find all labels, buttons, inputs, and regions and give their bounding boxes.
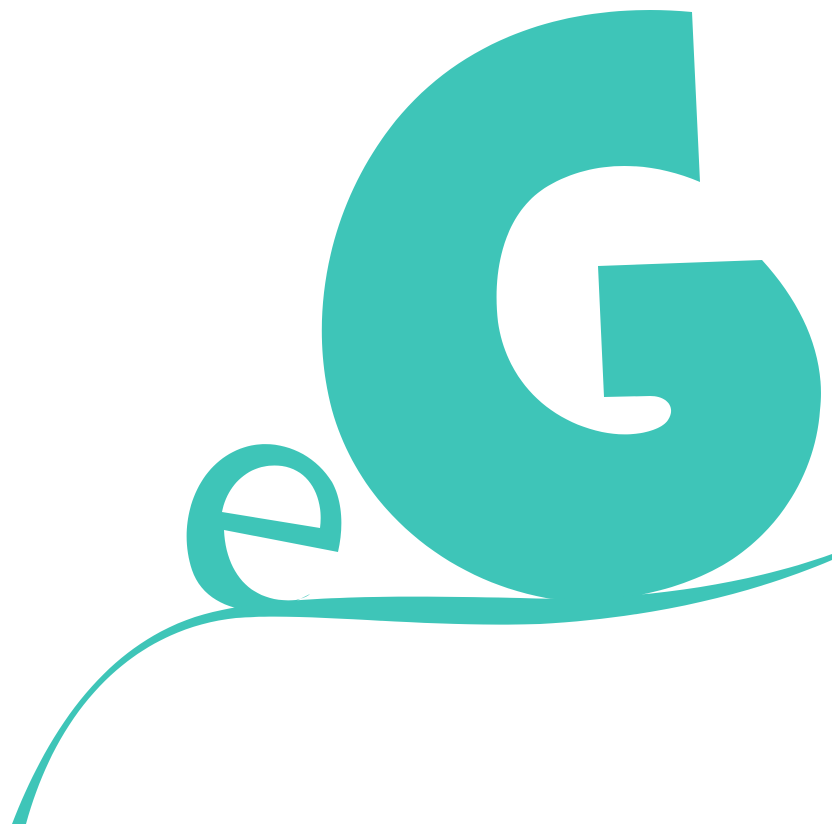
letter-g-shape xyxy=(321,10,821,601)
swoosh-shape xyxy=(12,554,832,824)
letter-e-shape xyxy=(186,444,342,611)
